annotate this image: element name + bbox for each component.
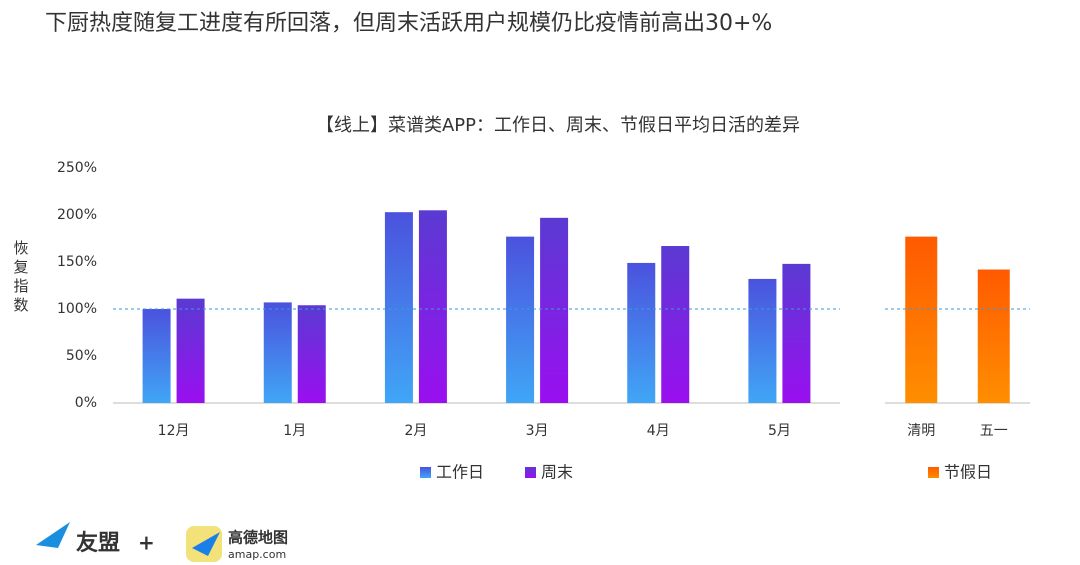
x-tick-label: 五一 bbox=[980, 423, 1008, 439]
legend-label: 周末 bbox=[541, 463, 573, 482]
legend-label: 工作日 bbox=[436, 463, 484, 482]
y-tick-label: 100% bbox=[57, 301, 97, 317]
legend-swatch bbox=[525, 467, 536, 478]
slide-title: 下厨热度随复工进度有所回落，但周末活跃用户规模仍比疫情前高出30+% bbox=[45, 11, 772, 36]
bar bbox=[627, 262, 656, 403]
y-tick-label: 250% bbox=[57, 160, 97, 176]
amap-logo: 高德地图 bbox=[228, 529, 288, 547]
amap-icon-arrow bbox=[192, 532, 220, 556]
bar bbox=[782, 263, 811, 403]
x-tick-label: 5月 bbox=[768, 423, 791, 439]
legend-swatch bbox=[420, 467, 431, 478]
y-tick-label: 150% bbox=[57, 254, 97, 270]
legend-label: 节假日 bbox=[944, 463, 992, 482]
x-tick-label: 12月 bbox=[158, 423, 190, 439]
bar bbox=[263, 302, 292, 403]
umeng-icon bbox=[36, 522, 70, 548]
umeng-logo: 友盟 bbox=[76, 531, 120, 556]
umeng-plus: + bbox=[138, 531, 155, 555]
y-tick-label: 200% bbox=[57, 207, 97, 223]
y-axis-title: 恢复指数 bbox=[12, 240, 30, 316]
bar bbox=[297, 305, 326, 403]
x-tick-label: 4月 bbox=[647, 423, 670, 439]
bar bbox=[977, 269, 1010, 403]
bar bbox=[748, 278, 777, 403]
x-tick-label: 1月 bbox=[283, 423, 306, 439]
bar bbox=[905, 236, 938, 403]
chart-title: 【线上】菜谱类APP：工作日、周末、节假日平均日活的差异 bbox=[316, 115, 800, 136]
x-tick-label: 3月 bbox=[526, 423, 549, 439]
amap-url: amap.com bbox=[228, 548, 286, 561]
legend-swatch bbox=[928, 467, 939, 478]
y-tick-label: 0% bbox=[75, 395, 97, 411]
bar bbox=[506, 236, 535, 403]
x-tick-label: 2月 bbox=[404, 423, 427, 439]
bar bbox=[176, 298, 205, 403]
bar bbox=[142, 309, 171, 403]
y-tick-label: 50% bbox=[66, 348, 97, 364]
bar bbox=[661, 246, 690, 403]
bar bbox=[540, 217, 569, 403]
bar bbox=[384, 212, 413, 403]
bar bbox=[418, 210, 447, 403]
x-tick-label: 清明 bbox=[907, 423, 935, 439]
